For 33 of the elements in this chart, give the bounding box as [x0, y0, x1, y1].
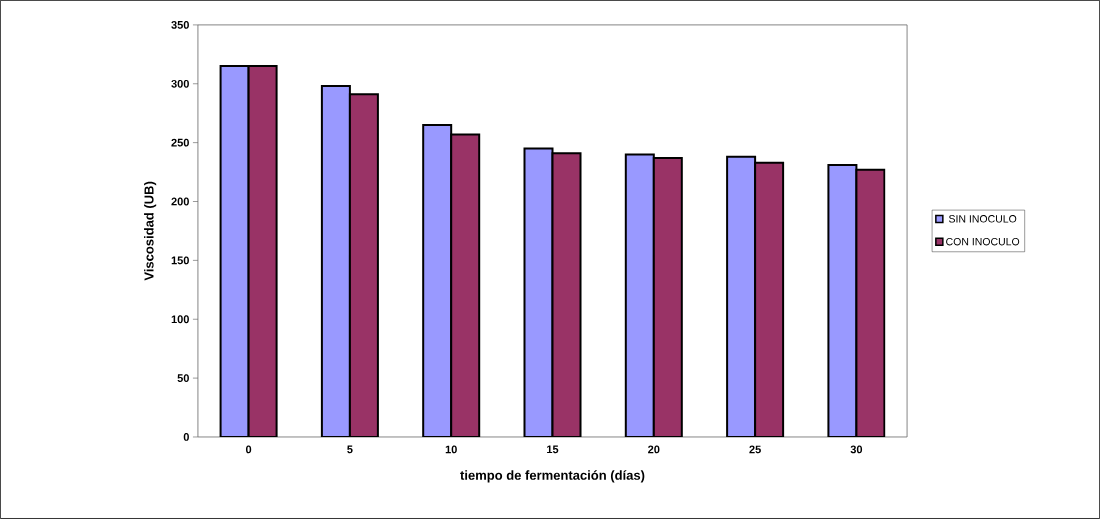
x-tick-label: 15: [547, 445, 559, 454]
bar: [855, 168, 886, 438]
y-tick-label: 150: [171, 256, 189, 265]
bar: [523, 147, 554, 438]
legend-label: SIN INOCULO: [948, 215, 1017, 223]
bar: [551, 152, 582, 438]
y-axis-title: Viscosidad (UB): [144, 181, 157, 281]
bar: [348, 93, 379, 438]
x-axis-title: tiempo de fermentación (días): [460, 470, 645, 483]
bar: [320, 85, 351, 438]
y-tick-label: 250: [171, 138, 189, 147]
x-tick-label: 30: [850, 445, 863, 454]
y-tick-label: 50: [177, 374, 189, 383]
y-tick-label: 200: [171, 197, 189, 206]
bar: [754, 161, 785, 438]
x-tick-label: 25: [749, 445, 761, 454]
x-tick-label: 0: [245, 445, 252, 454]
y-tick-label: 350: [171, 21, 189, 29]
bar: [219, 65, 250, 438]
bar: [827, 164, 858, 438]
x-tick-label: 20: [648, 445, 660, 454]
bar: [450, 133, 481, 438]
bar: [652, 156, 683, 438]
bar: [422, 124, 453, 438]
y-tick-label: 100: [171, 315, 189, 324]
x-tick-label: 5: [347, 445, 353, 454]
bar: [624, 153, 655, 438]
legend-label: CON INOCULO: [946, 237, 1020, 246]
x-tick-label: 10: [445, 445, 457, 454]
bar: [247, 65, 278, 438]
y-tick-label: 300: [171, 79, 189, 88]
bar: [726, 155, 757, 438]
y-tick-label: 0: [183, 433, 189, 441]
